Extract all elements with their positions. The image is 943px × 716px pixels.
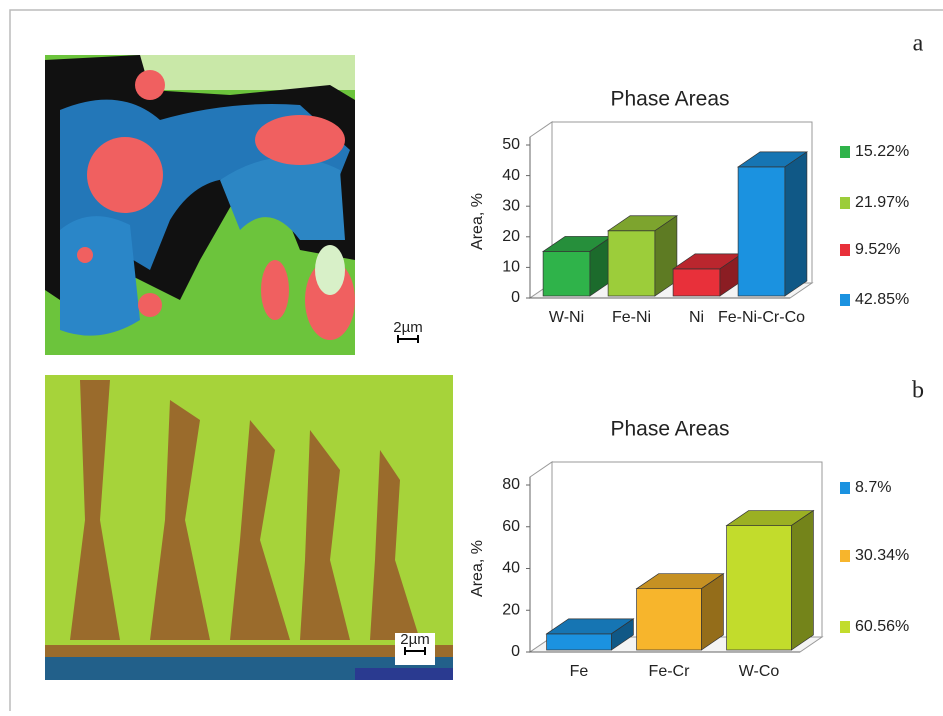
- panel-label: b: [912, 378, 924, 404]
- x-tick-label: W-Co: [739, 663, 780, 680]
- value-label: 15.22%: [855, 143, 909, 160]
- value-label: 21.97%: [855, 194, 909, 211]
- micrograph-b: [45, 375, 453, 680]
- x-tick-label: W-Ni: [549, 309, 584, 326]
- legend-swatch: [840, 621, 850, 633]
- micrograph-a: [45, 55, 432, 355]
- y-tick-label: 80: [502, 476, 520, 493]
- bar-front: [546, 633, 612, 651]
- scale-bar-label: 2µm: [393, 319, 422, 336]
- chart-title: Phase Areas: [610, 418, 729, 441]
- x-tick-label: Fe-Cr: [649, 663, 691, 680]
- scale-bar: [397, 335, 419, 343]
- bar-side: [611, 618, 634, 651]
- y-tick-label: 20: [502, 601, 520, 618]
- y-tick-label: 40: [502, 560, 520, 577]
- legend-swatch: [840, 294, 850, 306]
- y-tick-label: 50: [502, 136, 520, 153]
- bar-side: [701, 573, 724, 651]
- x-tick-label: Fe-Ni-Cr-Co: [718, 309, 805, 326]
- bar-side: [784, 151, 808, 297]
- y-tick-label: 30: [502, 197, 520, 214]
- y-tick-label: 0: [511, 289, 520, 306]
- legend-swatch: [840, 197, 850, 209]
- value-label: 30.34%: [855, 547, 909, 564]
- bar-front: [542, 251, 591, 297]
- x-tick-label: Fe: [570, 663, 589, 680]
- bar-front: [726, 525, 792, 651]
- bar-front: [607, 230, 656, 297]
- bar-front: [737, 166, 786, 297]
- bar: [606, 215, 679, 297]
- x-tick-label: Fe-Ni: [612, 309, 651, 326]
- bar: [545, 618, 635, 651]
- legend-swatch: [840, 146, 850, 158]
- bar-front: [636, 588, 702, 651]
- y-tick-label: 0: [511, 643, 520, 660]
- bar: [671, 253, 744, 297]
- value-label: 8.7%: [855, 479, 891, 496]
- bar: [541, 235, 614, 297]
- chart-title: Phase Areas: [610, 88, 729, 111]
- side-wall: [529, 461, 553, 653]
- panel-label: a: [913, 31, 924, 57]
- y-tick-label: 20: [502, 228, 520, 245]
- legend-swatch: [840, 550, 850, 562]
- value-label: 60.56%: [855, 618, 909, 635]
- bar-side: [791, 509, 814, 651]
- bar-front: [672, 268, 721, 297]
- bar: [635, 573, 725, 651]
- bar: [736, 151, 809, 297]
- x-tick-label: Ni: [689, 309, 704, 326]
- y-axis-label: Area, %: [469, 540, 486, 597]
- bar: [725, 509, 815, 651]
- legend-swatch: [840, 482, 850, 494]
- scale-bar: [404, 647, 426, 655]
- value-label: 9.52%: [855, 241, 900, 258]
- y-tick-label: 10: [502, 259, 520, 276]
- scale-bar-label: 2µm: [400, 631, 429, 648]
- y-tick-label: 60: [502, 518, 520, 535]
- frame: [9, 9, 943, 711]
- y-axis-label: Area, %: [469, 193, 486, 250]
- value-label: 42.85%: [855, 291, 909, 308]
- legend-swatch: [840, 244, 850, 256]
- y-tick-label: 40: [502, 167, 520, 184]
